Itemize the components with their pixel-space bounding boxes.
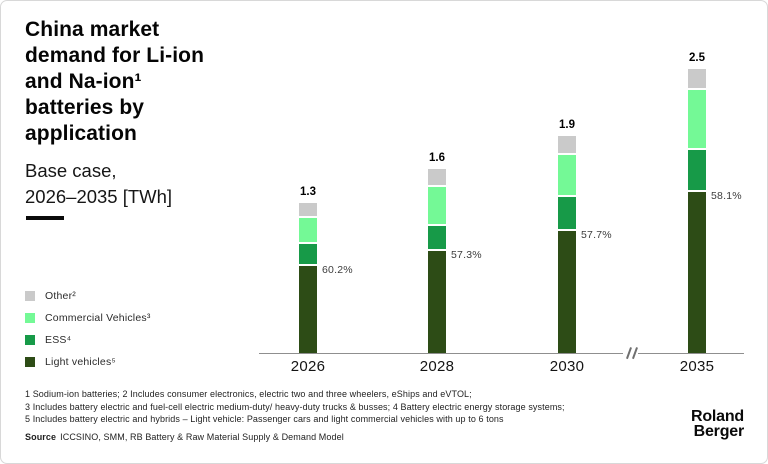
bar-segment — [428, 251, 446, 353]
bar-total-label: 1.9 — [559, 119, 575, 131]
bar-segment — [688, 150, 706, 190]
source-text: ICCSINO, SMM, RB Battery & Raw Material … — [60, 432, 344, 442]
bar-segment — [688, 90, 706, 148]
chart-legend: Other² Commercial Vehicles³ ESS⁴ Light v… — [25, 285, 151, 373]
page-title: China market demand for Li-ion and Na-io… — [25, 18, 205, 145]
source-line: Source ICCSINO, SMM, RB Battery & Raw Mat… — [25, 432, 344, 442]
x-tick-label: 2030 — [549, 358, 585, 375]
legend-item-light-vehicles: Light vehicles⁵ — [25, 351, 151, 373]
page-subtitle: Base case, 2026–2035 [TWh] — [25, 158, 255, 210]
legend-label: Light vehicles⁵ — [45, 356, 116, 368]
bar-segment — [558, 231, 576, 353]
legend-swatch-commercial-vehicles — [25, 313, 35, 323]
bar-share-label: 60.2% — [322, 264, 353, 276]
footnote-line-3: 5 Includes battery electric and hybrids … — [25, 414, 504, 424]
bar-segment — [558, 155, 576, 195]
x-tick-label: 2026 — [290, 358, 326, 375]
bar-segment — [428, 226, 446, 249]
legend-item-commercial-vehicles: Commercial Vehicles³ — [25, 307, 151, 329]
bar-segment — [688, 192, 706, 353]
logo-line-2: Berger — [693, 423, 745, 440]
bar-segment — [299, 266, 317, 353]
bar-share-label: 57.7% — [581, 229, 612, 241]
footnotes: 1 Sodium-ion batteries; 2 Includes consu… — [25, 388, 665, 426]
roland-berger-logo: Roland Berger — [690, 408, 745, 440]
legend-label: Other² — [45, 290, 76, 302]
legend-swatch-light-vehicles — [25, 357, 35, 367]
x-tick-label: 2028 — [419, 358, 455, 375]
logo-line-1: Roland — [690, 408, 744, 425]
bar-total-label: 1.6 — [429, 152, 445, 164]
subtitle-line-1: Base case, — [25, 160, 117, 181]
bar-segment — [299, 244, 317, 264]
title-underline-dash — [26, 216, 64, 220]
bar-segment — [558, 136, 576, 153]
bar-total-label: 2.5 — [689, 52, 705, 64]
axis-break-mask — [623, 350, 638, 357]
bar-segment — [299, 203, 317, 216]
legend-item-other: Other² — [25, 285, 151, 307]
legend-swatch-other — [25, 291, 35, 301]
subtitle-line-2: 2026–2035 [TWh] — [25, 186, 173, 207]
footnote-line-1: 1 Sodium-ion batteries; 2 Includes consu… — [25, 389, 472, 399]
bar-total-label: 1.3 — [300, 186, 316, 198]
x-tick-label: 2035 — [679, 358, 715, 375]
legend-label: Commercial Vehicles³ — [45, 312, 151, 324]
legend-swatch-ess — [25, 335, 35, 345]
legend-item-ess: ESS⁴ — [25, 329, 151, 351]
x-axis-line — [259, 353, 744, 354]
bar-segment — [299, 218, 317, 242]
footnote-line-2: 3 Includes battery electric and fuel-cel… — [25, 401, 565, 412]
source-prefix: Source — [25, 432, 57, 442]
bar-share-label: 58.1% — [711, 190, 742, 202]
bar-segment — [428, 187, 446, 224]
bar-segment — [558, 197, 576, 229]
bar-segment — [688, 69, 706, 88]
bar-segment — [428, 169, 446, 185]
bar-share-label: 57.3% — [451, 249, 482, 261]
legend-label: ESS⁴ — [45, 334, 72, 346]
